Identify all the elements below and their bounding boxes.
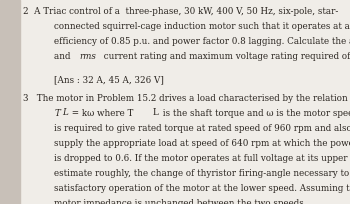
Text: [Ans : 32 A, 45 A, 326 V]: [Ans : 32 A, 45 A, 326 V] (54, 75, 164, 84)
Text: rms: rms (79, 52, 96, 61)
Text: 3   The motor in Problem 15.2 drives a load characterised by the relation: 3 The motor in Problem 15.2 drives a loa… (23, 94, 348, 103)
Text: and: and (54, 52, 74, 61)
Text: 2  A Triac control of a  three-phase, 30 kW, 400 V, 50 Hz, six-pole, star-: 2 A Triac control of a three-phase, 30 k… (23, 7, 338, 16)
Text: L: L (152, 108, 158, 116)
Text: T: T (54, 109, 60, 118)
Text: is required to give rated torque at rated speed of 960 rpm and also to: is required to give rated torque at rate… (54, 124, 350, 133)
Bar (0, 0, 20, 204)
Text: is dropped to 0.6. If the motor operates at full voltage at its upper speed,: is dropped to 0.6. If the motor operates… (54, 154, 350, 163)
Text: current rating and maximum voltage rating required of the triacs.: current rating and maximum voltage ratin… (101, 52, 350, 61)
Text: estimate roughly, the change of thyristor firing-angle necessary to achieve: estimate roughly, the change of thyristo… (54, 169, 350, 178)
Text: L: L (62, 108, 68, 116)
Text: supply the appropriate load at speed of 640 rpm at which the power factor: supply the appropriate load at speed of … (54, 139, 350, 148)
Text: motor impedance is unchanged between the two speeds.: motor impedance is unchanged between the… (54, 198, 307, 204)
Text: is the shaft torque and ω is the motor speed. Operation: is the shaft torque and ω is the motor s… (160, 109, 350, 118)
Text: connected squirrel-cage induction motor such that it operates at a full load: connected squirrel-cage induction motor … (54, 22, 350, 31)
Text: = kω where T: = kω where T (69, 109, 134, 118)
Text: satisfactory operation of the motor at the lower speed. Assuming that the: satisfactory operation of the motor at t… (54, 184, 350, 193)
Text: efficiency of 0.85 p.u. and power factor 0.8 lagging. Calculate the average: efficiency of 0.85 p.u. and power factor… (54, 37, 350, 46)
